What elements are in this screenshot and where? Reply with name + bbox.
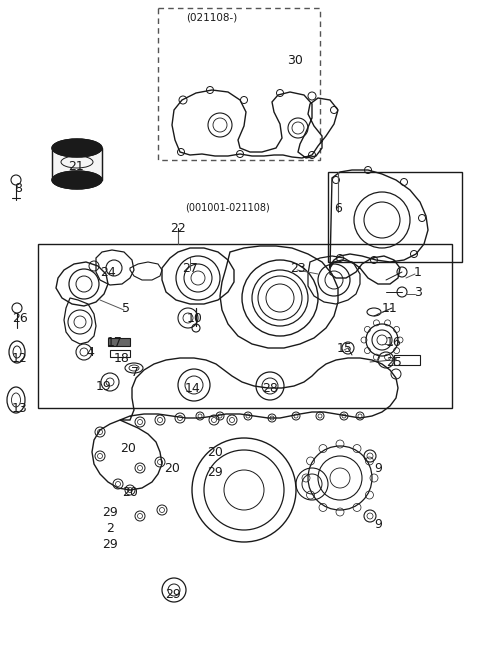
Text: 2: 2 xyxy=(106,521,114,534)
Bar xyxy=(52,148,102,180)
Text: 5: 5 xyxy=(122,302,130,314)
Text: 20: 20 xyxy=(164,461,180,474)
Text: 25: 25 xyxy=(386,355,402,369)
Bar xyxy=(110,350,130,357)
Ellipse shape xyxy=(52,171,102,189)
Bar xyxy=(38,244,452,408)
Text: 26: 26 xyxy=(12,311,28,325)
Text: 6: 6 xyxy=(334,201,342,215)
Text: 18: 18 xyxy=(114,351,130,364)
Text: 19: 19 xyxy=(96,380,112,393)
Text: 1: 1 xyxy=(414,265,422,278)
Text: (021108-): (021108-) xyxy=(186,13,238,23)
Text: 7: 7 xyxy=(131,366,139,378)
Text: 12: 12 xyxy=(12,351,28,364)
Text: 13: 13 xyxy=(12,402,28,415)
Text: 29: 29 xyxy=(102,538,118,551)
Text: 3: 3 xyxy=(414,285,422,298)
Text: 29: 29 xyxy=(102,505,118,518)
Text: (001001-021108): (001001-021108) xyxy=(186,203,270,213)
Text: 9: 9 xyxy=(374,461,382,474)
Bar xyxy=(394,355,420,365)
Text: 24: 24 xyxy=(100,265,116,278)
Text: 29: 29 xyxy=(207,465,223,479)
Bar xyxy=(158,8,320,160)
Bar xyxy=(108,338,130,346)
Bar xyxy=(328,172,462,262)
Text: 29: 29 xyxy=(165,589,181,602)
Text: 20: 20 xyxy=(122,485,138,498)
Text: 4: 4 xyxy=(86,345,94,358)
Text: 16: 16 xyxy=(386,336,402,349)
Ellipse shape xyxy=(52,139,102,157)
Text: 23: 23 xyxy=(290,261,306,274)
Text: 14: 14 xyxy=(185,382,201,395)
Text: 22: 22 xyxy=(170,221,186,234)
Text: 20: 20 xyxy=(120,441,136,454)
Text: 20: 20 xyxy=(207,446,223,459)
Text: 27: 27 xyxy=(182,261,198,274)
Text: 17: 17 xyxy=(107,336,123,349)
Text: 10: 10 xyxy=(187,311,203,325)
Text: 30: 30 xyxy=(287,54,303,67)
Text: 9: 9 xyxy=(374,518,382,531)
Text: 8: 8 xyxy=(14,182,22,195)
Text: 15: 15 xyxy=(337,342,353,355)
Text: 11: 11 xyxy=(382,302,398,314)
Text: 28: 28 xyxy=(262,382,278,395)
Text: 21: 21 xyxy=(68,160,84,173)
